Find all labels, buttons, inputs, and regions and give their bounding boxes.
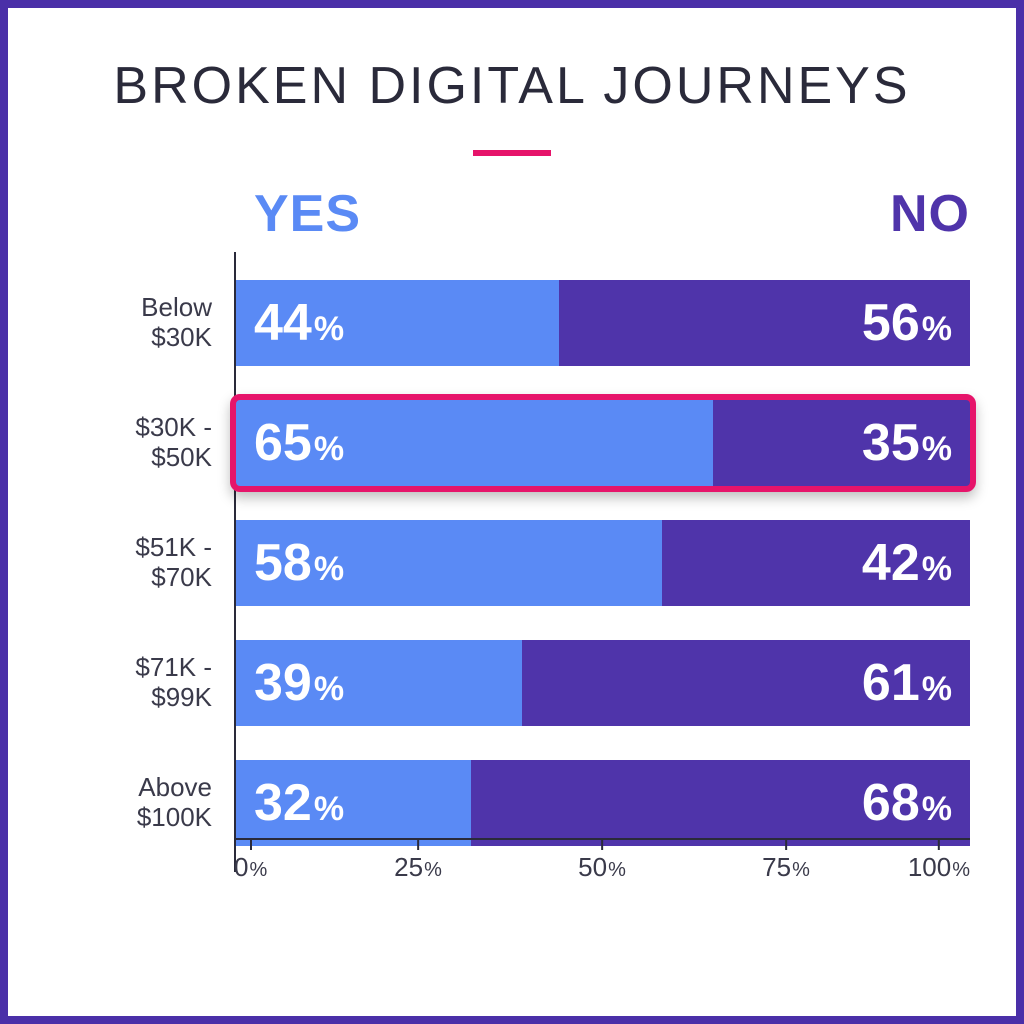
category-label: $71K -$99K <box>46 653 226 713</box>
legend-no: NO <box>890 184 970 244</box>
percent-sign: % <box>608 859 626 882</box>
axis-tick: 75% <box>762 840 810 883</box>
percent-sign: % <box>922 550 952 589</box>
chart-row: $30K -$50K65%35% <box>236 390 970 496</box>
plot-area: Below$30K44%56%$30K -$50K65%35%$51K -$70… <box>234 252 970 872</box>
tick-label: 75% <box>762 852 810 883</box>
tick-label: 0% <box>234 852 267 883</box>
bar: 32% 68% <box>236 760 970 846</box>
percent-sign: % <box>314 790 344 829</box>
bar-segment-no: 61% <box>522 640 970 726</box>
axis-tick: 0% <box>234 840 267 883</box>
percent-sign: % <box>314 430 344 469</box>
percent-sign: % <box>922 310 952 349</box>
tick-mark <box>601 840 603 850</box>
bar: 58% 42% <box>236 520 970 606</box>
tick-mark <box>250 840 252 850</box>
percent-sign: % <box>424 859 442 882</box>
bar-segment-yes: 58% <box>236 520 662 606</box>
yes-value: 32% <box>254 773 344 833</box>
no-value: 35% <box>862 413 952 473</box>
bar: 65% 35% <box>236 400 970 486</box>
bar: 44% 56% <box>236 280 970 366</box>
percent-sign: % <box>952 859 970 882</box>
bar: 39% 61% <box>236 640 970 726</box>
yes-value: 58% <box>254 533 344 593</box>
legend-yes: YES <box>254 184 361 244</box>
no-value: 42% <box>862 533 952 593</box>
percent-sign: % <box>922 670 952 709</box>
no-value: 56% <box>862 293 952 353</box>
tick-mark <box>417 840 419 850</box>
x-axis: 0%25%50%75%100% <box>234 838 970 872</box>
bar-segment-no: 42% <box>662 520 970 606</box>
percent-sign: % <box>314 310 344 349</box>
percent-sign: % <box>792 859 810 882</box>
chart-row: $71K -$99K39%61% <box>236 630 970 736</box>
legend: YES NO <box>44 184 980 244</box>
axis-tick: 25% <box>394 840 442 883</box>
percent-sign: % <box>922 790 952 829</box>
chart-title: BROKEN DIGITAL JOURNEYS <box>44 56 980 116</box>
tick-mark <box>938 840 940 850</box>
percent-sign: % <box>922 430 952 469</box>
chart-area: Below$30K 44% 56% $30K -$50K 65% 35% $51K -$70… <box>44 252 980 872</box>
category-label: $30K -$50K <box>46 413 226 473</box>
no-value: 68% <box>862 773 952 833</box>
bar-segment-no: 35% <box>713 400 970 486</box>
tick-label: 50% <box>578 852 626 883</box>
tick-mark <box>785 840 787 850</box>
no-value: 61% <box>862 653 952 713</box>
category-label: Above$100K <box>46 773 226 833</box>
category-label: $51K -$70K <box>46 533 226 593</box>
percent-sign: % <box>249 859 267 882</box>
chart-frame: BROKEN DIGITAL JOURNEYS YES NO Below$30K… <box>0 0 1024 1024</box>
yes-value: 39% <box>254 653 344 713</box>
accent-divider <box>473 150 551 156</box>
category-label: Below$30K <box>46 293 226 353</box>
chart-row: $51K -$70K58%42% <box>236 510 970 616</box>
percent-sign: % <box>314 550 344 589</box>
bar-segment-no: 56% <box>559 280 970 366</box>
yes-value: 65% <box>254 413 344 473</box>
bar-segment-no: 68% <box>471 760 970 846</box>
yes-value: 44% <box>254 293 344 353</box>
bar-segment-yes: 65% <box>236 400 713 486</box>
chart-row: Below$30K44%56% <box>236 270 970 376</box>
axis-tick: 100% <box>908 840 970 883</box>
axis-tick: 50% <box>578 840 626 883</box>
bar-rows: Below$30K44%56%$30K -$50K65%35%$51K -$70… <box>236 252 970 856</box>
tick-label: 100% <box>908 852 970 883</box>
bar-segment-yes: 32% <box>236 760 471 846</box>
percent-sign: % <box>314 670 344 709</box>
tick-label: 25% <box>394 852 442 883</box>
bar-segment-yes: 44% <box>236 280 559 366</box>
bar-segment-yes: 39% <box>236 640 522 726</box>
